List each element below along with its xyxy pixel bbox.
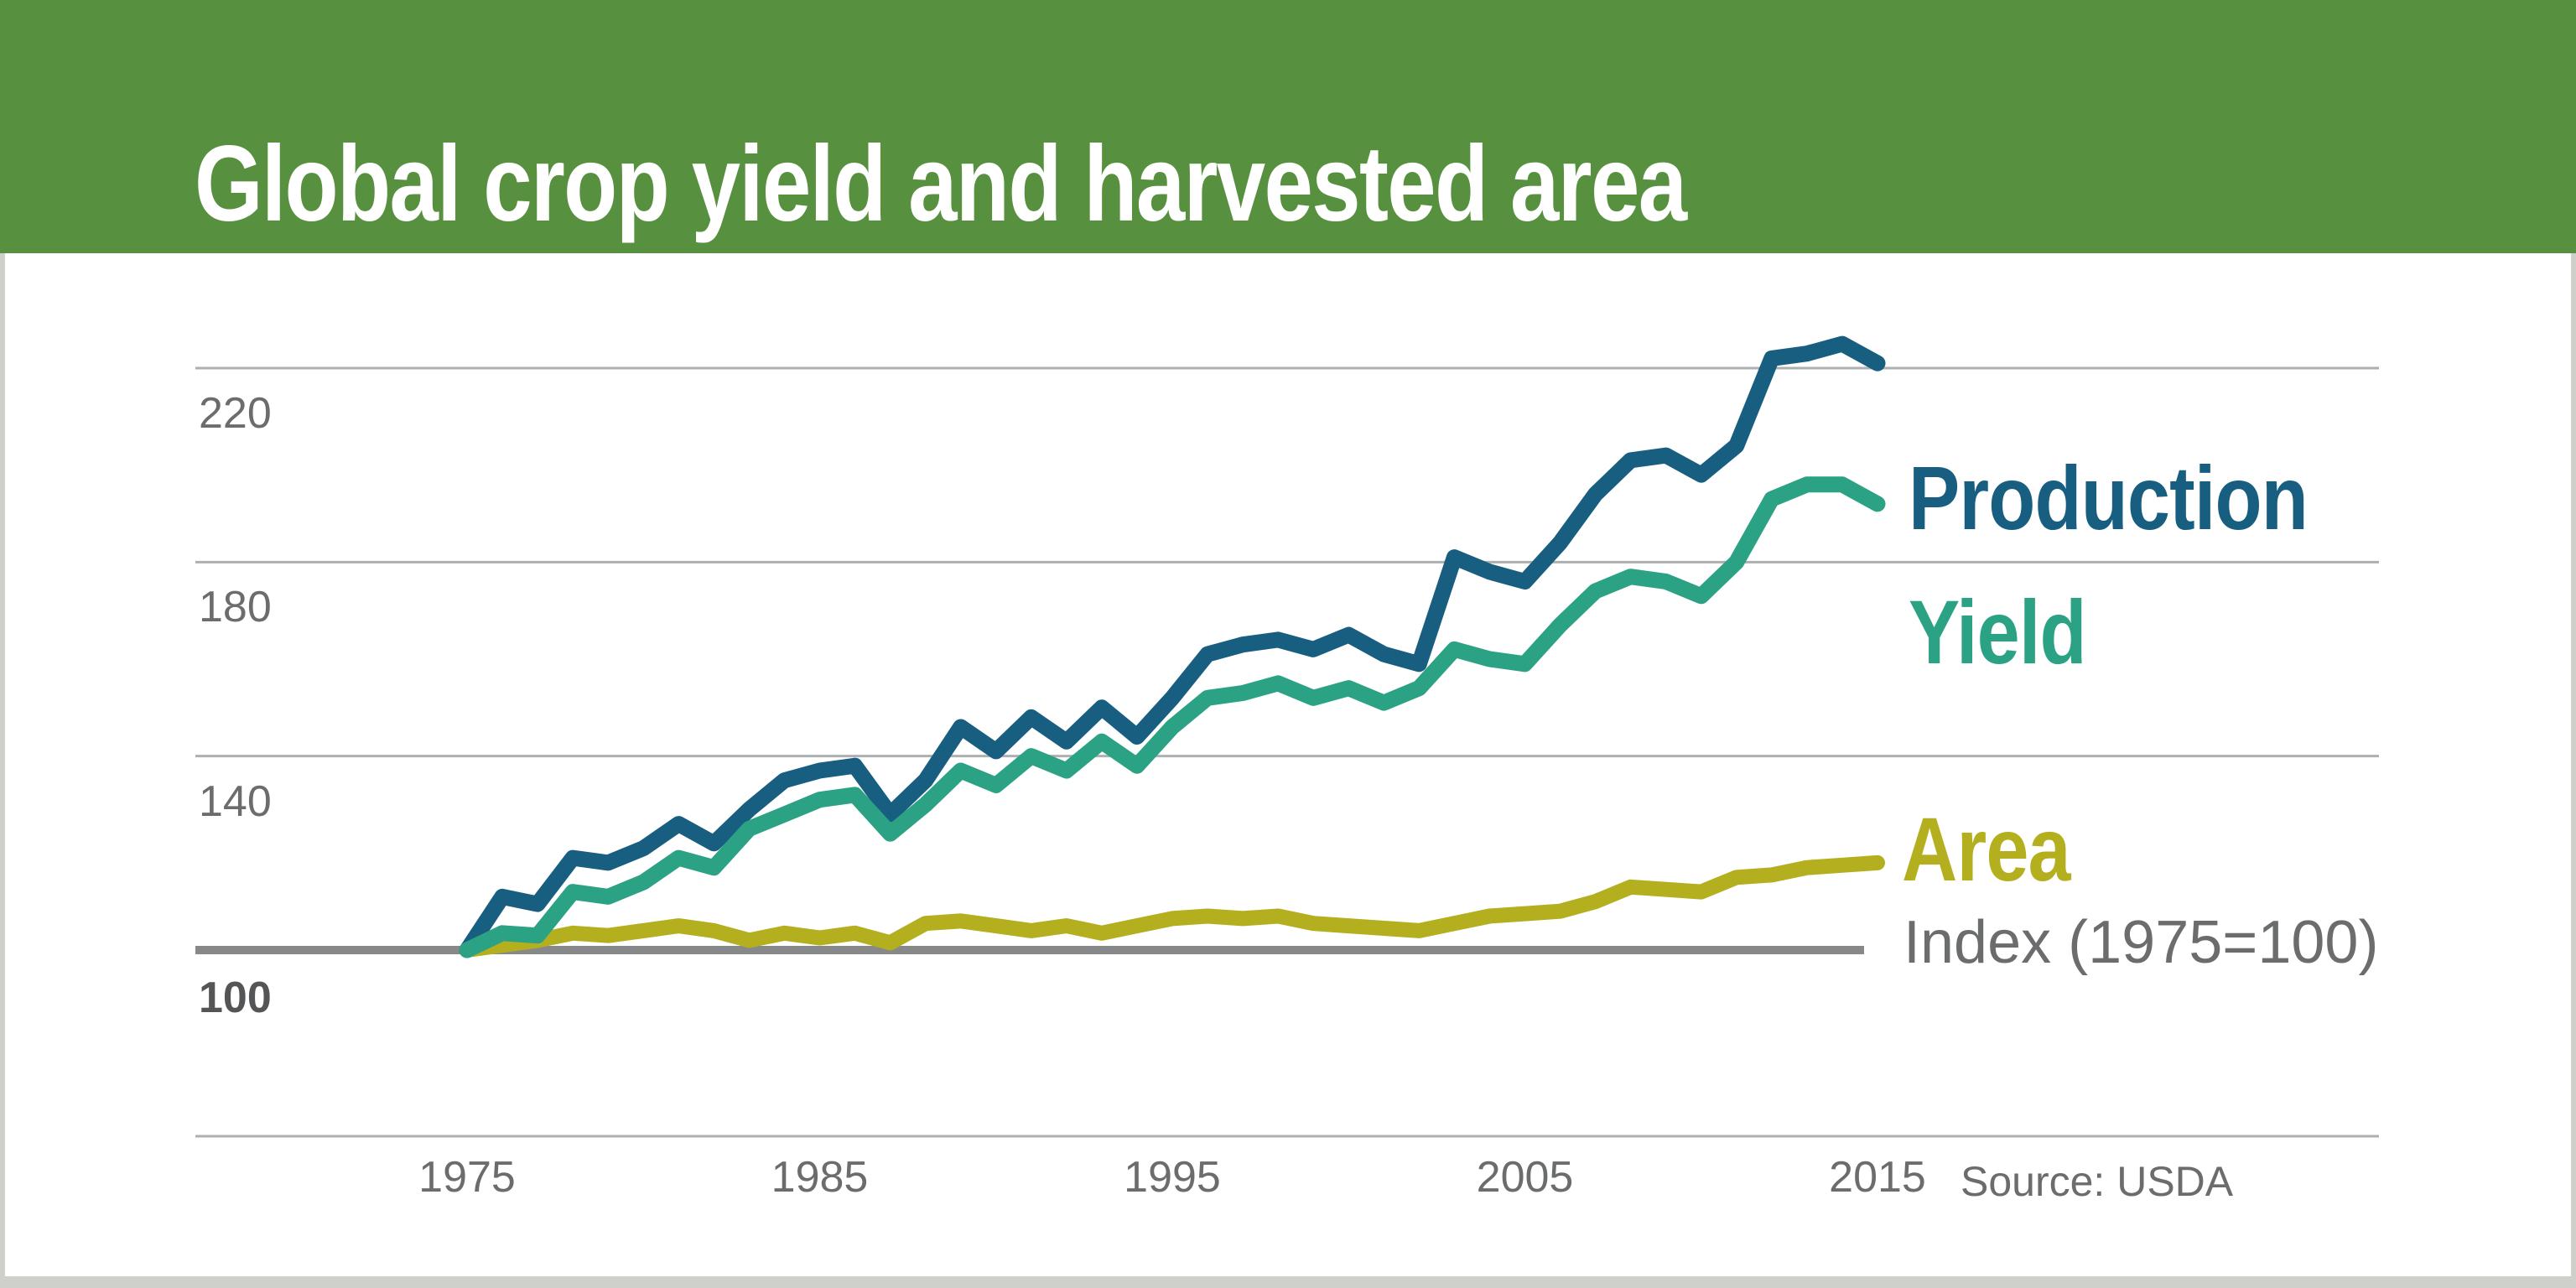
title-banner: Global crop yield and harvested area xyxy=(0,0,2576,253)
y-tick-220: 220 xyxy=(199,389,272,438)
x-tick-1995: 1995 xyxy=(1124,1153,1221,1202)
yield-line xyxy=(459,476,1886,958)
legend-yield: Yield xyxy=(1909,581,2087,683)
y-tick-100: 100 xyxy=(199,974,272,1022)
data-series-lines xyxy=(459,335,1886,958)
production-line xyxy=(459,335,1886,958)
chart-title: Global crop yield and harvested area xyxy=(195,124,1687,244)
legend-area: Area xyxy=(1902,798,2071,900)
x-tick-2015: 2015 xyxy=(1829,1153,1926,1202)
x-tick-2005: 2005 xyxy=(1476,1153,1574,1202)
area-line xyxy=(460,854,1885,958)
x-tick-1975: 1975 xyxy=(418,1153,516,1202)
x-tick-1985: 1985 xyxy=(771,1153,869,1202)
source-credit: Source: USDA xyxy=(1961,1158,2234,1205)
index-annotation: Index (1975=100) xyxy=(1903,909,2379,976)
y-tick-180: 180 xyxy=(199,583,272,632)
legend-production: Production xyxy=(1909,447,2309,548)
chart-card xyxy=(5,253,2571,1276)
y-tick-140: 140 xyxy=(199,776,272,826)
